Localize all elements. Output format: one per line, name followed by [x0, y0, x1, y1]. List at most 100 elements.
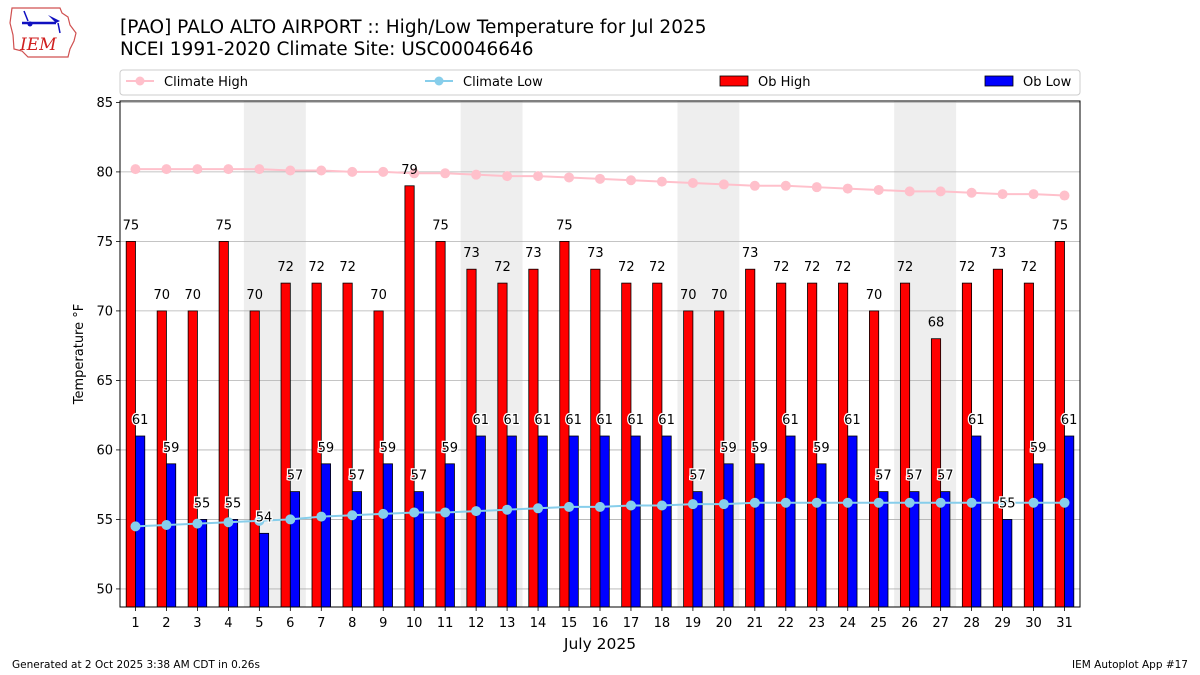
x-tick-label: 14 — [530, 616, 547, 631]
ob-low-label: 61 — [503, 413, 520, 428]
climate-low-point — [254, 515, 265, 526]
y-tick-label: 55 — [96, 513, 113, 528]
x-tick-label: 3 — [193, 616, 201, 631]
ob-low-label: 61 — [782, 413, 799, 428]
ob-low-bar — [599, 435, 610, 608]
x-tick-label: 18 — [654, 616, 671, 631]
ob-low-label: 55 — [194, 496, 211, 511]
ob-low-bar — [785, 435, 796, 608]
ob-low-bar — [444, 463, 455, 608]
x-tick-label: 17 — [623, 616, 640, 631]
iem-logo: IEM — [9, 7, 77, 58]
climate-low-point — [161, 519, 172, 530]
y-tick-label: 70 — [96, 304, 113, 319]
x-tick-label: 12 — [468, 616, 485, 631]
ob-low-bar — [754, 463, 765, 608]
climate-high-point — [1028, 189, 1039, 200]
climate-high-point — [595, 173, 605, 184]
ob-high-bar — [528, 268, 539, 608]
y-tick-label: 75 — [96, 235, 113, 250]
ob-high-label: 70 — [711, 288, 728, 303]
ob-low-bar — [878, 491, 889, 608]
ob-high-bar — [187, 310, 198, 608]
ob-high-label: 70 — [246, 288, 263, 303]
ob-low-label: 61 — [627, 413, 644, 428]
legend-climate-high-label: Climate High — [164, 75, 248, 90]
x-tick-label: 19 — [685, 616, 702, 631]
ob-low-bar — [568, 435, 579, 608]
ob-high-label: 68 — [928, 316, 945, 331]
x-tick-label: 30 — [1025, 616, 1042, 631]
ob-low-bar — [197, 519, 208, 608]
ob-high-label: 72 — [649, 260, 666, 275]
title-line-1: [PAO] PALO ALTO AIRPORT :: High/Low Temp… — [120, 17, 707, 38]
ob-high-bar — [714, 310, 725, 608]
legend-ob-high: Ob High — [719, 75, 811, 90]
climate-high-point — [780, 180, 791, 191]
climate-low-point — [409, 507, 420, 518]
ob-high-bar — [992, 268, 1003, 608]
ob-high-bar — [961, 282, 973, 608]
ob-low-label: 59 — [318, 441, 335, 456]
generated-timestamp: Generated at 2 Oct 2025 3:38 AM CDT in 0… — [12, 659, 260, 671]
ob-low-bar — [537, 435, 548, 608]
ob-high-label: 72 — [835, 260, 852, 275]
ob-low-bar — [166, 463, 177, 608]
climate-high-point — [625, 175, 636, 186]
ob-low-bar — [1064, 435, 1075, 608]
ob-low-label: 59 — [751, 441, 768, 456]
climate-low-point — [564, 501, 575, 512]
ob-low-bar — [723, 463, 734, 608]
ob-high-label: 70 — [680, 288, 697, 303]
climate-low-point — [440, 507, 451, 518]
ob-low-label: 61 — [1061, 413, 1078, 428]
x-tick-label: 29 — [994, 616, 1011, 631]
climate-high-point — [749, 180, 760, 191]
x-tick-label: 13 — [499, 616, 516, 631]
ob-low-label: 59 — [720, 441, 737, 456]
climate-low-point — [811, 497, 822, 508]
ob-high-label: 75 — [1052, 218, 1069, 233]
ob-high-label: 70 — [866, 288, 883, 303]
ob-low-label: 55 — [225, 496, 242, 511]
x-tick-label: 26 — [901, 616, 918, 631]
climate-high-point — [130, 164, 141, 175]
ob-low-bar — [351, 491, 362, 608]
ob-low-bar — [661, 435, 672, 608]
ob-high-bar — [590, 268, 601, 608]
climate-low-point — [1028, 497, 1039, 508]
y-axis-label: Temperature °F — [72, 304, 87, 405]
x-tick-label: 25 — [870, 616, 887, 631]
climate-high-point — [873, 184, 884, 195]
climate-low-point — [749, 497, 760, 508]
ob-high-bar — [683, 310, 694, 608]
climate-low-point — [192, 518, 203, 529]
climate-low-point — [285, 514, 296, 525]
ob-high-bar — [497, 282, 508, 608]
climate-high-point — [564, 172, 575, 183]
ob-low-label: 59 — [1030, 441, 1047, 456]
ob-high-bar — [373, 310, 384, 608]
climate-high-point — [1059, 190, 1070, 201]
climate-low-point — [904, 497, 915, 508]
ob-high-label: 75 — [215, 218, 232, 233]
y-tick-label: 60 — [96, 443, 113, 458]
climate-high-point — [161, 164, 172, 175]
x-tick-label: 27 — [932, 616, 949, 631]
climate-high-point — [997, 189, 1008, 200]
x-tick-label: 24 — [839, 616, 856, 631]
ob-low-bar — [816, 463, 827, 608]
climate-low-point — [656, 500, 667, 511]
climate-high-point — [966, 187, 977, 198]
y-tick-label: 80 — [96, 165, 113, 180]
climate-low-point — [533, 503, 544, 514]
ob-low-label: 57 — [875, 469, 892, 484]
x-tick-label: 4 — [224, 616, 232, 631]
ob-low-label: 59 — [813, 441, 830, 456]
climate-low-point — [347, 510, 358, 521]
title-line-2: NCEI 1991-2020 Climate Site: USC00046646 — [120, 39, 534, 60]
x-tick-label: 6 — [286, 616, 294, 631]
ob-high-bar — [342, 282, 353, 608]
climate-low-point — [780, 497, 791, 508]
